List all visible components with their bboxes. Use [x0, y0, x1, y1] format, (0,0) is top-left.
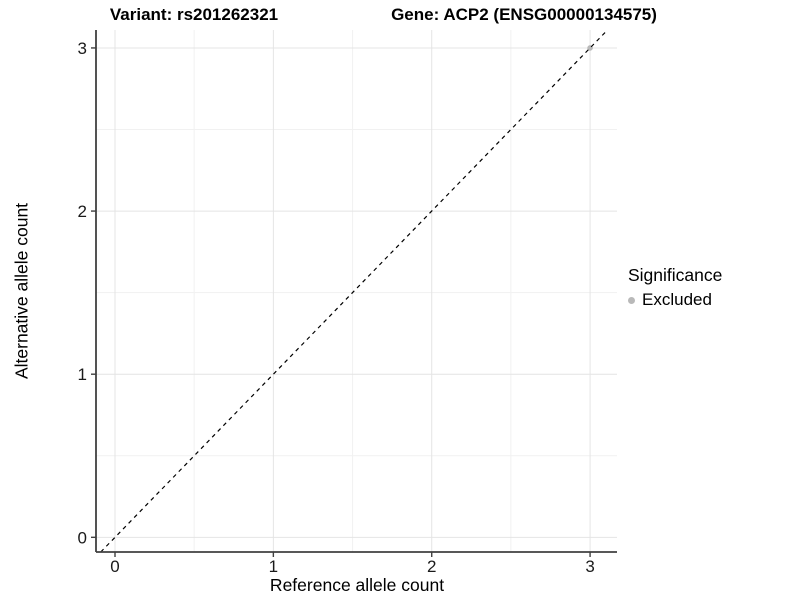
legend-item-label: Excluded: [642, 290, 712, 309]
x-tick-label: 2: [427, 557, 436, 576]
legend-item-excluded: Excluded: [628, 290, 722, 310]
legend-title: Significance: [628, 265, 723, 285]
y-tick-label: 3: [78, 39, 87, 58]
legend: Significance Excluded: [628, 265, 722, 310]
x-axis-title: Reference allele count: [269, 575, 445, 595]
y-tick-label: 2: [78, 202, 87, 221]
plot-title-gene: Gene: ACP2 (ENSG00000134575): [391, 5, 657, 24]
x-tick-label: 3: [585, 557, 594, 576]
y-tick-label: 1: [78, 365, 87, 384]
identity-line: [100, 29, 608, 553]
x-tick-label: 1: [269, 557, 278, 576]
y-tick-label: 0: [78, 528, 87, 547]
y-axis-title: Alternative allele count: [11, 202, 32, 380]
x-tick-label: 0: [110, 557, 119, 576]
plot-title-variant: Variant: rs201262321: [109, 5, 279, 24]
legend-dot-icon: [628, 296, 635, 304]
